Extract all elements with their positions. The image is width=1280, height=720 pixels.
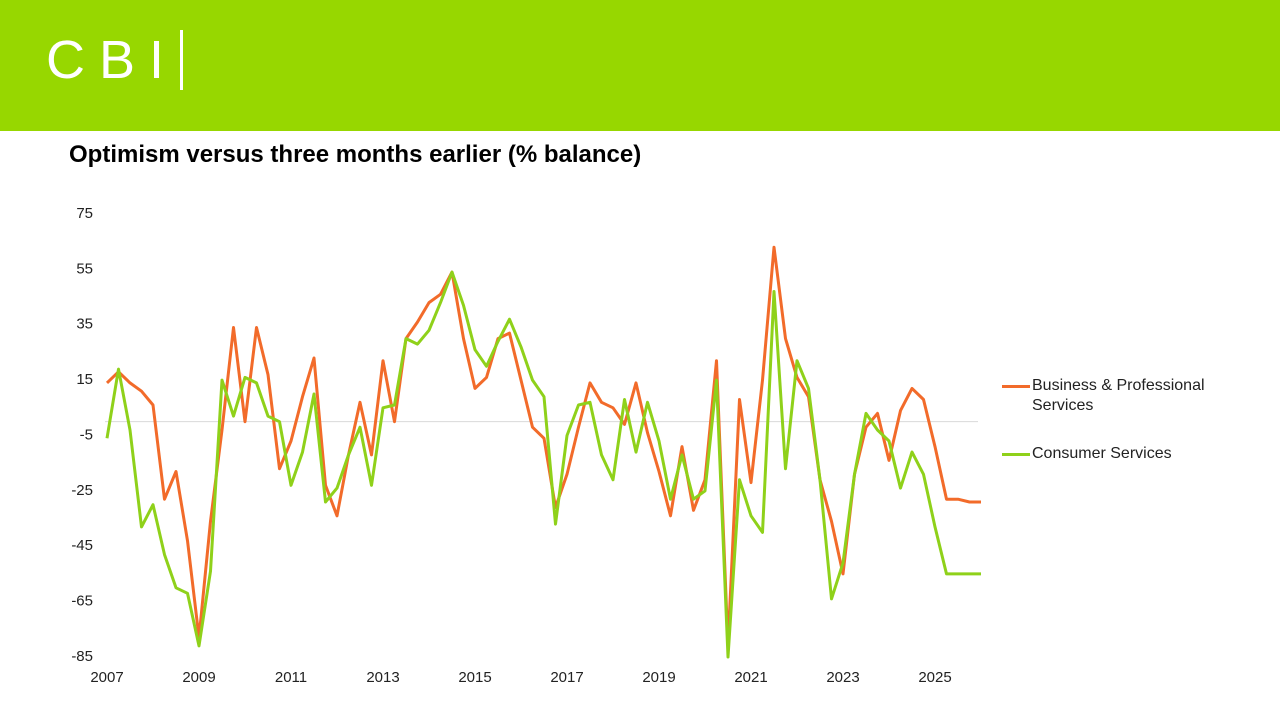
legend-label: Business & Professional Services — [1032, 377, 1205, 414]
legend-label: Consumer Services — [1032, 445, 1172, 462]
y-tick-label: -65 — [71, 593, 93, 610]
series-line — [105, 245, 981, 648]
legend-item: Consumer Services — [1002, 444, 1217, 464]
logo: CBI — [46, 30, 184, 90]
x-tick-label: 2017 — [550, 669, 583, 686]
x-tick-label: 2007 — [90, 669, 123, 686]
y-tick-label: -25 — [71, 482, 93, 499]
y-tick-label: 15 — [76, 371, 93, 388]
x-tick-label: 2023 — [826, 669, 859, 686]
legend-swatch — [1002, 453, 1030, 456]
x-tick-label: 2015 — [458, 669, 491, 686]
x-tick-label: 2019 — [642, 669, 675, 686]
x-tick-label: 2011 — [275, 669, 307, 686]
legend: Business & Professional Services Consumer… — [1002, 376, 1217, 492]
y-tick-label: -45 — [71, 537, 93, 554]
x-tick-label: 2009 — [182, 669, 215, 686]
y-tick-label: 75 — [76, 205, 93, 222]
x-tick-label: 2021 — [734, 669, 767, 686]
y-tick-label: 35 — [76, 316, 93, 333]
y-tick-label: -85 — [71, 648, 93, 665]
y-tick-label: -5 — [80, 426, 93, 443]
legend-swatch — [1002, 385, 1030, 388]
header-band: CBI — [0, 0, 1280, 131]
series-line — [105, 270, 981, 659]
x-tick-label: 2013 — [366, 669, 399, 686]
x-tick-label: 2025 — [918, 669, 951, 686]
legend-item: Business & Professional Services — [1002, 376, 1217, 416]
y-tick-label: 55 — [76, 260, 93, 277]
chart-title: Optimism versus three months earlier (% … — [69, 141, 642, 168]
